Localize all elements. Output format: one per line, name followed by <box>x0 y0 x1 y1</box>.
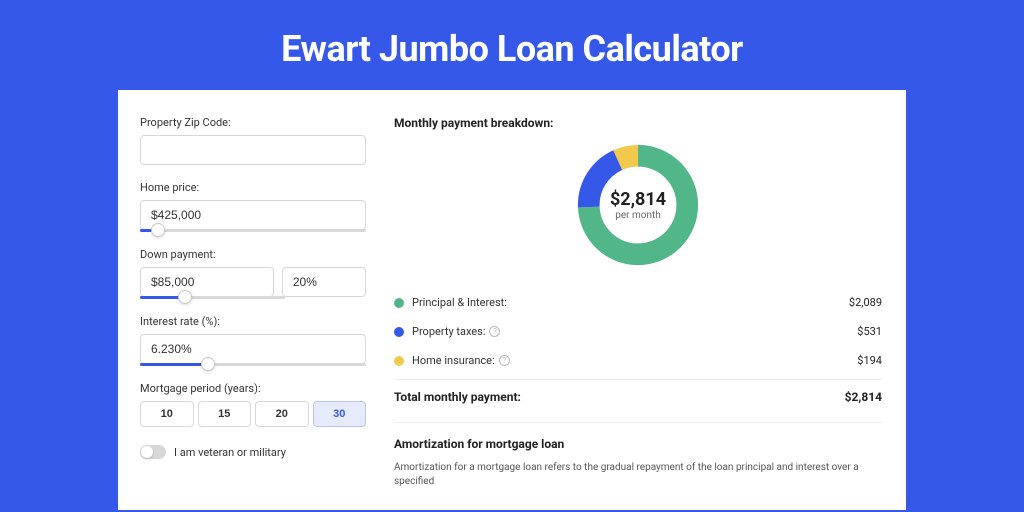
amortization-title: Amortization for mortgage loan <box>394 437 882 451</box>
period-btn-15[interactable]: 15 <box>198 401 252 427</box>
toggle-knob <box>141 446 153 458</box>
interest-rate-slider[interactable] <box>140 363 366 366</box>
down-payment-slider[interactable] <box>140 296 285 299</box>
total-label: Total monthly payment: <box>394 390 845 404</box>
total-row: Total monthly payment: $2,814 <box>394 379 882 416</box>
mortgage-period-field: Mortgage period (years): 10 15 20 30 <box>140 382 366 427</box>
total-value: $2,814 <box>845 390 882 404</box>
home-price-input[interactable] <box>140 200 366 230</box>
legend-label-insurance: Home insurance: ? <box>412 354 857 367</box>
period-btn-20[interactable]: 20 <box>255 401 309 427</box>
breakdown-column: Monthly payment breakdown: $2,814 per mo… <box>380 90 906 510</box>
legend-row-insurance: Home insurance: ? $194 <box>394 346 882 375</box>
home-price-label: Home price: <box>140 181 366 194</box>
legend-row-principal: Principal & Interest: $2,089 <box>394 288 882 317</box>
veteran-toggle-row: I am veteran or military <box>140 445 366 459</box>
donut-sub: per month <box>615 210 661 221</box>
period-btn-30[interactable]: 30 <box>313 401 367 427</box>
interest-rate-field: Interest rate (%): <box>140 315 366 366</box>
period-btn-10[interactable]: 10 <box>140 401 194 427</box>
down-payment-pct-input[interactable] <box>282 267 366 297</box>
amortization-text: Amortization for a mortgage loan refers … <box>394 461 882 489</box>
interest-rate-label: Interest rate (%): <box>140 315 366 328</box>
slider-thumb[interactable] <box>201 357 215 371</box>
calculator-panel: Property Zip Code: Home price: Down paym… <box>118 90 906 510</box>
zip-input[interactable] <box>140 135 366 165</box>
legend-dot-taxes <box>394 327 404 337</box>
legend-value-principal: $2,089 <box>849 296 882 309</box>
panel-shadow: Property Zip Code: Home price: Down paym… <box>118 90 906 510</box>
down-payment-field: Down payment: <box>140 248 366 299</box>
mortgage-period-buttons: 10 15 20 30 <box>140 401 366 427</box>
down-payment-label: Down payment: <box>140 248 366 261</box>
legend-dot-principal <box>394 298 404 308</box>
info-icon[interactable]: ? <box>499 355 510 366</box>
info-icon[interactable]: ? <box>489 326 500 337</box>
donut-amount: $2,814 <box>610 189 666 210</box>
payment-donut: $2,814 per month <box>573 140 703 270</box>
mortgage-period-label: Mortgage period (years): <box>140 382 366 395</box>
slider-thumb[interactable] <box>151 223 165 237</box>
zip-label: Property Zip Code: <box>140 116 366 129</box>
amortization-block: Amortization for mortgage loan Amortizat… <box>394 422 882 489</box>
home-price-field: Home price: <box>140 181 366 232</box>
legend-dot-insurance <box>394 356 404 366</box>
zip-field: Property Zip Code: <box>140 116 366 165</box>
legend-value-taxes: $531 <box>857 325 882 338</box>
donut-wrap: $2,814 per month <box>394 140 882 270</box>
veteran-toggle[interactable] <box>140 445 166 459</box>
home-price-slider[interactable] <box>140 229 366 232</box>
form-column: Property Zip Code: Home price: Down paym… <box>118 90 380 510</box>
legend-label-taxes: Property taxes: ? <box>412 325 857 338</box>
donut-center: $2,814 per month <box>573 140 703 270</box>
page-title: Ewart Jumbo Loan Calculator <box>0 0 1024 90</box>
veteran-toggle-label: I am veteran or military <box>174 446 286 459</box>
slider-thumb[interactable] <box>178 290 192 304</box>
legend-row-taxes: Property taxes: ? $531 <box>394 317 882 346</box>
interest-rate-input[interactable] <box>140 334 366 364</box>
legend-value-insurance: $194 <box>857 354 882 367</box>
breakdown-title: Monthly payment breakdown: <box>394 116 882 130</box>
legend-label-principal: Principal & Interest: <box>412 296 849 309</box>
down-payment-input[interactable] <box>140 267 274 297</box>
